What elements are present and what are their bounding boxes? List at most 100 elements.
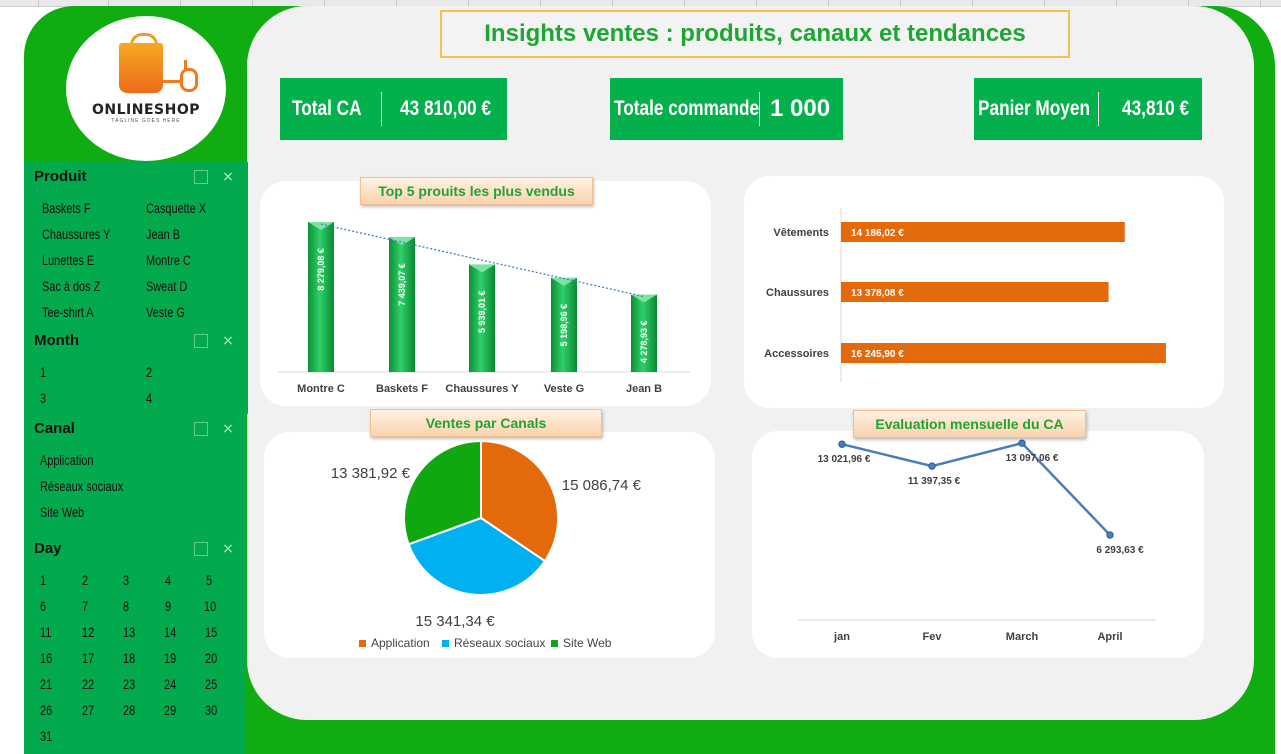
- multi-select-icon[interactable]: [194, 542, 208, 556]
- slicer-item[interactable]: 6: [40, 598, 47, 614]
- slicer-item[interactable]: 19: [164, 650, 177, 666]
- slicer-day-title: Day: [34, 540, 62, 557]
- bar-baskets-f: [389, 237, 415, 372]
- clear-filter-icon[interactable]: ⨯: [222, 420, 234, 436]
- kpi-value: 1 000: [770, 95, 831, 122]
- x-tick-label: Montre C: [297, 383, 345, 395]
- data-label: 13 021,96 €: [818, 454, 871, 465]
- slicer-item[interactable]: 20: [205, 650, 218, 666]
- slicer-item[interactable]: 30: [205, 702, 218, 718]
- slicer-item[interactable]: 9: [165, 598, 172, 614]
- slicer-item[interactable]: Site Web: [40, 504, 85, 520]
- data-point: [1106, 531, 1114, 539]
- data-label: 13 378,08 €: [851, 288, 904, 299]
- top5-chart: 8 279,08 € Montre C 7 439,07 € Baskets F 5 9…: [278, 222, 690, 395]
- slicer-item[interactable]: 12: [82, 624, 95, 640]
- page-title: Insights ventes : produits, canaux et te…: [440, 10, 1070, 58]
- slicer-item[interactable]: Casquette X: [146, 200, 207, 216]
- bar-1: [841, 282, 1109, 302]
- multi-select-icon[interactable]: [194, 170, 208, 184]
- category-chart: 14 186,02 € Vêtements 13 378,08 € Chaussure…: [764, 208, 1166, 382]
- computer-mouse-icon: [180, 68, 198, 92]
- slicer-item[interactable]: 26: [40, 702, 53, 718]
- slicer-item[interactable]: 1: [40, 364, 47, 380]
- y-tick-label: Vêtements: [773, 227, 829, 239]
- x-tick-label: Fev: [923, 631, 943, 643]
- legend-label: Application: [371, 636, 430, 650]
- slicer-item[interactable]: 2: [146, 364, 153, 380]
- pie-slice-1: [407, 516, 547, 596]
- legend-dot-icon: [551, 640, 558, 648]
- slicer-item[interactable]: Tee-shirt A: [42, 304, 94, 320]
- slicer-item[interactable]: Veste G: [146, 304, 185, 320]
- slicer-item[interactable]: 13: [123, 624, 136, 640]
- data-label: 15 086,74 €: [562, 477, 642, 494]
- kpi-value: 43,810 €: [1122, 97, 1190, 120]
- slicer-item[interactable]: 21: [40, 676, 53, 692]
- slicer-item[interactable]: 23: [123, 676, 136, 692]
- bar-cap: [389, 237, 415, 246]
- slicer-item[interactable]: 1: [40, 572, 47, 588]
- slicer-item[interactable]: 14: [164, 624, 177, 640]
- slicer-month[interactable]: Month ⨯: [24, 326, 248, 414]
- data-label: 7 439,07 €: [397, 263, 407, 306]
- slicer-item[interactable]: Application: [40, 452, 94, 468]
- slicer-item[interactable]: 24: [164, 676, 177, 692]
- slicer-item[interactable]: Réseaux sociaux: [40, 478, 124, 494]
- canal-pie-chart: 15 086,74 € 15 341,34 € 13 381,92 €: [331, 439, 642, 630]
- shopping-bag-icon: [119, 43, 163, 93]
- slicer-item[interactable]: 31: [40, 728, 53, 744]
- slicer-item[interactable]: 28: [123, 702, 136, 718]
- slicer-item[interactable]: 10: [204, 598, 217, 614]
- legend-item-siteweb: Site Web: [551, 636, 611, 650]
- kpi-separator: [759, 92, 760, 126]
- slicer-item[interactable]: 5: [206, 572, 213, 588]
- slicer-item[interactable]: 11: [40, 624, 52, 640]
- monthly-line-chart: 13 021,96 € jan 11 397,35 € Fev 13 097,06 € M…: [798, 439, 1156, 643]
- pie-slice-0: [480, 439, 559, 563]
- multi-select-icon[interactable]: [194, 422, 208, 436]
- slicer-item[interactable]: 17: [82, 650, 95, 666]
- data-label: 8 279,08 €: [316, 248, 326, 291]
- slicer-item[interactable]: 27: [82, 702, 95, 718]
- y-tick-label: Accessoires: [764, 348, 829, 360]
- kpi-label: Panier Moyen: [978, 97, 1090, 120]
- slicer-item[interactable]: 18: [123, 650, 136, 666]
- slicer-item[interactable]: Baskets F: [42, 200, 91, 216]
- slicer-item[interactable]: 22: [82, 676, 95, 692]
- legend-item-application: Application: [359, 636, 430, 650]
- slicer-item[interactable]: 4: [146, 390, 153, 406]
- slicer-item[interactable]: 2: [82, 572, 89, 588]
- data-label: 4 278,93 €: [639, 321, 649, 364]
- slicer-item[interactable]: Chaussures Y: [42, 226, 111, 242]
- data-label: 16 245,90 €: [851, 349, 904, 360]
- clear-filter-icon[interactable]: ⨯: [222, 168, 234, 184]
- slicer-produit[interactable]: Produit ⨯: [24, 162, 248, 326]
- shopping-bag-handle-icon: [130, 33, 158, 52]
- slicer-item[interactable]: 3: [123, 572, 130, 588]
- kpi-value: 43 810,00 €: [400, 97, 491, 120]
- bar-cap: [631, 294, 657, 303]
- logo-name: ONLINESHOP: [92, 102, 200, 118]
- bar-veste-g: [551, 277, 577, 372]
- clear-filter-icon[interactable]: ⨯: [222, 332, 234, 348]
- slicer-item[interactable]: 16: [40, 650, 53, 666]
- slicer-item[interactable]: 8: [123, 598, 130, 614]
- slicer-item[interactable]: 15: [205, 624, 218, 640]
- legend-label: Réseaux sociaux: [454, 636, 546, 650]
- slicer-item[interactable]: 25: [205, 676, 218, 692]
- multi-select-icon[interactable]: [194, 334, 208, 348]
- slicer-canal[interactable]: Canal ⨯: [24, 414, 246, 540]
- x-tick-label: Jean B: [626, 383, 662, 395]
- slicer-item[interactable]: Jean B: [146, 226, 181, 242]
- slicer-item[interactable]: Sac à dos Z: [42, 278, 101, 294]
- slicer-item[interactable]: 4: [165, 572, 172, 588]
- slicer-item[interactable]: Sweat D: [146, 278, 188, 294]
- clear-filter-icon[interactable]: ⨯: [222, 540, 234, 556]
- slicer-day[interactable]: Day ⨯: [24, 534, 246, 754]
- slicer-item[interactable]: 29: [164, 702, 177, 718]
- slicer-item[interactable]: 7: [82, 598, 89, 614]
- slicer-item[interactable]: Montre C: [146, 252, 191, 268]
- slicer-item[interactable]: Lunettes E: [42, 252, 95, 268]
- slicer-item[interactable]: 3: [40, 390, 47, 406]
